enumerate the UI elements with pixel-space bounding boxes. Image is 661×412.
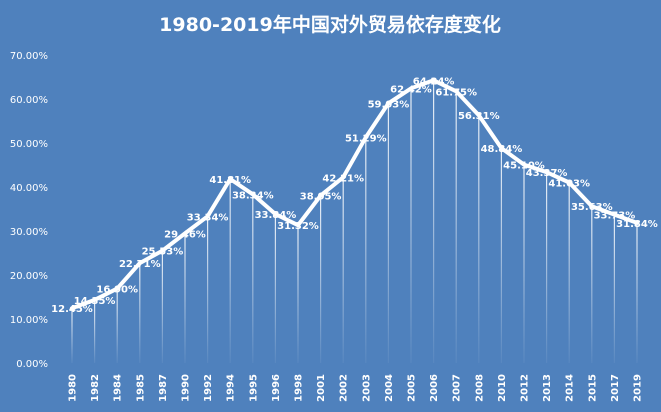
x-tick-label: 1990 <box>181 374 192 402</box>
drop-line <box>591 206 593 363</box>
x-tick-label: 1980 <box>68 374 79 402</box>
x-tick-label: 1982 <box>90 374 101 402</box>
x-tick-label: 1987 <box>158 374 169 402</box>
drop-line <box>478 115 480 364</box>
y-tick-label: 0.00% <box>16 359 48 370</box>
x-tick-label: 2005 <box>407 374 418 402</box>
drop-line <box>342 177 344 363</box>
y-tick-label: 60.00% <box>10 95 48 106</box>
x-tick-label: 2010 <box>497 374 508 402</box>
y-axis: 0.00% 10.00% 20.00% 30.00% 40.00% 50.00% 60.00… <box>10 51 48 370</box>
y-tick-label: 70.00% <box>10 51 48 62</box>
data-label: 14.35% <box>74 296 116 307</box>
data-label: 61.75% <box>435 87 477 98</box>
drop-line <box>410 88 412 364</box>
y-tick-label: 50.00% <box>10 139 48 150</box>
data-label: 51.29% <box>345 133 387 144</box>
drop-line <box>207 216 209 363</box>
data-label: 45.10% <box>503 161 545 172</box>
data-label: 43.37% <box>526 168 568 179</box>
data-label: 41.81% <box>209 175 251 186</box>
x-tick-label: 2013 <box>542 374 553 402</box>
drop-line <box>365 137 367 363</box>
drop-line <box>320 195 322 363</box>
x-tick-label: 2002 <box>339 374 350 402</box>
drop-line <box>546 172 548 363</box>
y-tick-label: 40.00% <box>10 183 48 194</box>
data-label: 31.84% <box>616 219 658 230</box>
x-tick-label: 2012 <box>520 374 531 402</box>
drop-line <box>252 194 254 363</box>
drop-lines <box>71 80 638 364</box>
x-tick-label: 2014 <box>565 374 576 402</box>
chart-title: 1980-2019年中国对外贸易依存度变化 <box>159 13 501 36</box>
data-label: 33.34% <box>187 212 229 223</box>
x-tick-label: 2003 <box>361 374 372 402</box>
y-tick-label: 30.00% <box>10 227 48 238</box>
drop-line <box>161 250 163 363</box>
drop-line <box>568 182 570 363</box>
x-tick-label: 1992 <box>203 374 214 402</box>
drop-line <box>297 225 299 363</box>
series-line-layer <box>70 78 639 311</box>
x-tick-label: 2019 <box>633 374 644 402</box>
data-label: 16.90% <box>96 285 138 296</box>
y-tick-label: 10.00% <box>10 315 48 326</box>
x-tick-label: 2015 <box>587 374 598 402</box>
data-label: 33.84% <box>255 210 297 221</box>
x-tick-label: 1984 <box>113 374 124 402</box>
drop-line <box>139 263 141 363</box>
data-label: 29.46% <box>164 229 206 240</box>
x-tick-label: 2017 <box>610 374 621 402</box>
x-tick-label: 1985 <box>135 374 146 402</box>
drop-line <box>613 214 615 363</box>
x-tick-label: 1994 <box>226 374 237 402</box>
y-tick-label: 20.00% <box>10 271 48 282</box>
x-tick-label: 2001 <box>316 374 327 402</box>
drop-line <box>229 179 231 363</box>
x-tick-label: 2008 <box>474 374 485 402</box>
drop-line <box>387 103 389 363</box>
drop-line <box>116 288 118 363</box>
x-tick-label: 1995 <box>248 374 259 402</box>
data-label: 25.53% <box>142 247 184 258</box>
drop-line <box>94 299 96 363</box>
data-label: 38.34% <box>232 190 274 201</box>
x-tick-label: 1996 <box>271 374 282 402</box>
series-line <box>70 78 639 311</box>
x-axis: 1980 1982 1984 1985 1987 1990 1992 1994 1995 1996… <box>68 374 644 402</box>
data-label: 38.05% <box>300 192 342 203</box>
drop-line <box>455 91 457 364</box>
x-tick-label: 2006 <box>429 374 440 402</box>
drop-line <box>636 222 638 363</box>
data-label: 12.45% <box>51 304 93 315</box>
drop-line <box>71 308 73 363</box>
data-label: 59.03% <box>368 99 410 110</box>
data-label: 42.21% <box>322 173 364 184</box>
data-label: 48.84% <box>481 144 523 155</box>
data-label: 64.24% <box>413 76 455 87</box>
x-tick-label: 2007 <box>452 374 463 402</box>
data-labels: 12.45%14.35%16.90% 22.71%25.53% 29.46% 33.3… <box>51 76 658 315</box>
data-label: 62.42% <box>390 84 432 95</box>
data-label: 41.03% <box>548 178 590 189</box>
drop-line <box>274 214 276 363</box>
data-label: 33.73% <box>594 211 636 222</box>
drop-line <box>500 148 502 363</box>
data-label: 35.63% <box>571 202 613 213</box>
x-tick-label: 1998 <box>294 374 305 402</box>
data-label: 31.32% <box>277 221 319 232</box>
data-label: 22.71% <box>119 259 161 270</box>
data-label: 56.31% <box>458 111 500 122</box>
drop-line <box>184 233 186 363</box>
drop-line <box>433 80 435 364</box>
x-tick-label: 2004 <box>384 374 395 402</box>
drop-line <box>523 164 525 363</box>
